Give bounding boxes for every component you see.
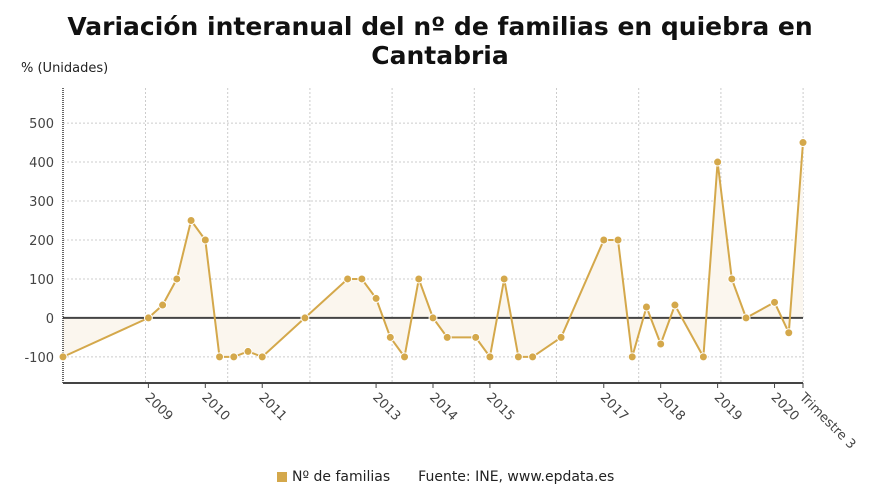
x-tick-label: 2019 [711, 390, 745, 424]
y-tick-label: 500 [29, 117, 54, 132]
x-tick-label: 2014 [426, 390, 460, 424]
data-point [670, 300, 680, 310]
y-tick-label: 100 [29, 273, 54, 288]
data-point [698, 352, 708, 362]
data-point [200, 235, 210, 245]
x-tick-label: 2011 [255, 390, 289, 424]
data-point [513, 352, 523, 362]
x-tick-label: 2017 [597, 390, 631, 424]
x-tick-label: 2013 [369, 390, 403, 424]
data-point [641, 302, 651, 312]
x-tick-label: 2018 [654, 390, 688, 424]
data-point [300, 313, 310, 323]
data-point [400, 352, 410, 362]
data-point [158, 300, 168, 310]
data-point [257, 352, 267, 362]
data-point [770, 297, 780, 307]
y-tick-label: 0 [46, 312, 54, 327]
y-tick-label: -100 [24, 351, 54, 366]
data-point [784, 328, 794, 338]
source-text: Fuente: INE, www.epdata.es [418, 469, 615, 485]
data-point [243, 346, 253, 356]
chart-title: Variación interanual del nº de familias … [67, 12, 813, 70]
data-point [186, 215, 196, 225]
series-area [63, 142, 803, 357]
data-point [172, 274, 182, 284]
legend-swatch [277, 472, 287, 482]
data-point [528, 352, 538, 362]
data-point [385, 332, 395, 342]
y-tick-label: 400 [29, 156, 54, 171]
data-point [229, 352, 239, 362]
x-tick-label: 2009 [142, 390, 176, 424]
y-tick-label: 300 [29, 195, 54, 210]
data-point [613, 235, 623, 245]
data-point [556, 332, 566, 342]
data-point [727, 274, 737, 284]
legend: Nº de familias Fuente: INE, www.epdata.e… [277, 469, 614, 485]
data-point [371, 293, 381, 303]
data-point [215, 352, 225, 362]
data-point [343, 274, 353, 284]
x-tick-label: Trimestre 3 [795, 390, 858, 453]
data-point [599, 235, 609, 245]
data-point [414, 274, 424, 284]
y-axis-label: % (Unidades) [21, 61, 109, 76]
x-tick-label: 2010 [198, 390, 232, 424]
data-point [499, 274, 509, 284]
data-point [713, 157, 723, 167]
data-point [741, 313, 751, 323]
x-tick-label: 2015 [483, 390, 517, 424]
data-point [627, 352, 637, 362]
data-point [58, 352, 68, 362]
data-point [798, 138, 808, 148]
data-point [485, 352, 495, 362]
data-point [471, 332, 481, 342]
data-point [428, 313, 438, 323]
data-point [656, 339, 666, 349]
data-point [442, 332, 452, 342]
data-point [357, 274, 367, 284]
data-point [143, 313, 153, 323]
y-tick-label: 200 [29, 234, 54, 249]
x-tick-label: 2020 [768, 390, 802, 424]
legend-label: Nº de familias [292, 469, 391, 485]
